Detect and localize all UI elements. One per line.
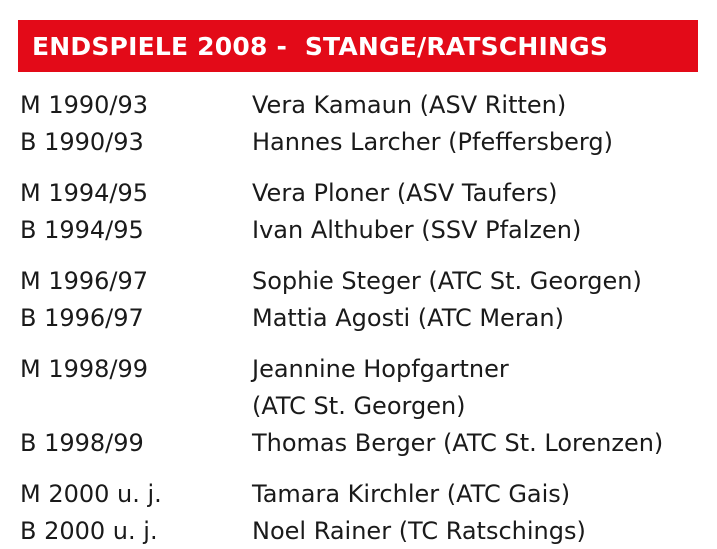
result-row: B 1996/97 Mattia Agosti (ATC Meran): [20, 299, 710, 336]
winner-name: Jeannine Hopfgartner: [252, 354, 509, 383]
result-row: B 1998/99 Thomas Berger (ATC St. Lorenze…: [20, 424, 710, 461]
result-row: M 1996/97 Sophie Steger (ATC St. Georgen…: [20, 262, 710, 299]
category-label: B 2000 u. j.: [20, 516, 158, 545]
category-label: M 1990/93: [20, 90, 149, 119]
winner-name: Hannes Larcher (Pfeffersberg): [252, 127, 613, 156]
winner-name: Ivan Althuber (SSV Pfalzen): [252, 215, 582, 244]
result-row: B 1990/93 Hannes Larcher (Pfeffersberg): [20, 123, 710, 160]
results-group: M 1998/99 Jeannine Hopfgartner (ATC St. …: [20, 350, 710, 461]
category-label: M 1996/97: [20, 266, 149, 295]
result-row: B 1994/95 Ivan Althuber (SSV Pfalzen): [20, 211, 710, 248]
winner-name: Sophie Steger (ATC St. Georgen): [252, 266, 642, 295]
category-label: B 1990/93: [20, 127, 144, 156]
results-group: M 1990/93 Vera Kamaun (ASV Ritten) B 199…: [20, 86, 710, 160]
winner-name: Mattia Agosti (ATC Meran): [252, 303, 564, 332]
category-label: B 1998/99: [20, 428, 144, 457]
result-row: M 1994/95 Vera Ploner (ASV Taufers): [20, 174, 710, 211]
winner-name: Vera Kamaun (ASV Ritten): [252, 90, 567, 119]
result-row: M 1990/93 Vera Kamaun (ASV Ritten): [20, 86, 710, 123]
page-title: ENDSPIELE 2008 - STANGE/RATSCHINGS: [32, 31, 609, 61]
category-label: M 2000 u. j.: [20, 479, 162, 508]
title-banner: ENDSPIELE 2008 - STANGE/RATSCHINGS: [18, 20, 698, 72]
results-list: M 1990/93 Vera Kamaun (ASV Ritten) B 199…: [20, 86, 710, 549]
results-group: M 1996/97 Sophie Steger (ATC St. Georgen…: [20, 262, 710, 336]
category-label: B 1996/97: [20, 303, 144, 332]
result-row: M 1998/99 Jeannine Hopfgartner: [20, 350, 710, 387]
results-group: M 2000 u. j. Tamara Kirchler (ATC Gais) …: [20, 475, 710, 549]
winner-name: Noel Rainer (TC Ratschings): [252, 516, 586, 545]
category-label: B 1994/95: [20, 215, 144, 244]
results-group: M 1994/95 Vera Ploner (ASV Taufers) B 19…: [20, 174, 710, 248]
winner-name: Thomas Berger (ATC St. Lorenzen): [252, 428, 664, 457]
result-row-continuation: (ATC St. Georgen): [20, 387, 710, 424]
winner-name: Vera Ploner (ASV Taufers): [252, 178, 558, 207]
category-label: M 1994/95: [20, 178, 149, 207]
category-label: M 1998/99: [20, 354, 149, 383]
winner-club: (ATC St. Georgen): [252, 391, 466, 420]
result-row: B 2000 u. j. Noel Rainer (TC Ratschings): [20, 512, 710, 549]
result-row: M 2000 u. j. Tamara Kirchler (ATC Gais): [20, 475, 710, 512]
winner-name: Tamara Kirchler (ATC Gais): [252, 479, 571, 508]
